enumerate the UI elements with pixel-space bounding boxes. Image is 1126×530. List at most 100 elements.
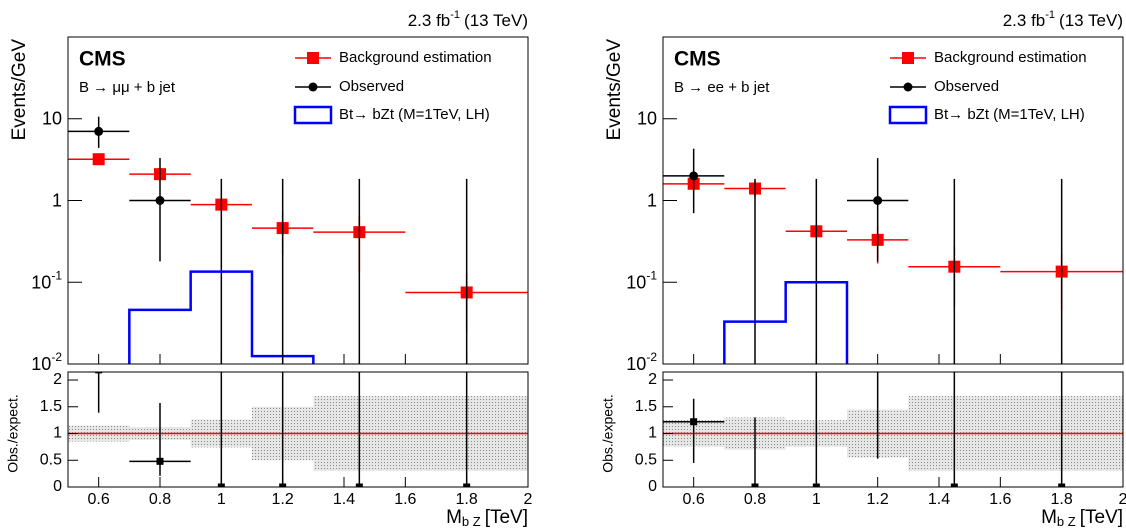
ratio-point	[874, 323, 881, 330]
upper-plot-area	[68, 116, 528, 364]
legend-label: Observed	[934, 78, 999, 95]
x-tick-label: 1.6	[394, 491, 416, 508]
y-tick-base: 10	[31, 272, 51, 292]
x-tick-label: 2	[1119, 491, 1126, 508]
y-tick-exponent: -2	[51, 350, 62, 364]
upper-frame	[662, 36, 1124, 365]
x-title-sub: b Z	[1057, 514, 1076, 529]
channel-label: B → ee + b jet	[674, 79, 770, 96]
lumi-exponent: -1	[450, 9, 460, 21]
y-tick-label: 0	[648, 478, 657, 495]
y-tick-label: 10-1	[31, 268, 62, 292]
x-tick-label: 2	[524, 491, 533, 508]
observed-point	[689, 171, 699, 181]
y-tick-label: 10-2	[626, 350, 657, 374]
lumi-exponent: -1	[1045, 9, 1055, 21]
x-title-sub: b Z	[462, 514, 481, 529]
x-tick-label: 1.4	[928, 491, 950, 508]
upper-plot-area	[663, 148, 1123, 364]
y-tick-exponent: -2	[646, 350, 657, 364]
x-tick-label: 1.8	[456, 491, 478, 508]
legend-marker	[307, 52, 319, 64]
ratio-point	[950, 483, 958, 487]
y-tick-base: 10	[626, 272, 646, 292]
x-axis-title: Mb Z [TeV]	[446, 507, 528, 529]
ratio-y-axis-title: Obs./expect.	[5, 394, 21, 473]
legend-marker	[888, 105, 928, 125]
lumi: 2.3 fb	[408, 11, 451, 30]
ratio-point	[156, 457, 164, 465]
legend-label: Bt→ bZt (M=1TeV, LH)	[934, 106, 1085, 123]
background-point	[92, 153, 105, 166]
energy: (13 TeV)	[1059, 11, 1123, 30]
observed-point	[873, 196, 883, 205]
signal-histogram	[128, 270, 315, 364]
ratio-plot-area	[68, 372, 528, 487]
y-tick-label: 10-2	[31, 350, 62, 374]
x-title-unit: [TeV]	[485, 507, 528, 528]
observed-point	[155, 196, 165, 205]
x-tick-label: 0.8	[149, 491, 171, 508]
x-title-main: M	[446, 507, 462, 528]
upper-frame	[67, 36, 529, 365]
x-tick-label: 1.2	[272, 491, 294, 508]
y-tick-base: 10	[31, 354, 51, 374]
observed-point	[94, 126, 104, 136]
x-title-main: M	[1041, 507, 1057, 528]
x-tick-label: 1.2	[867, 491, 889, 508]
y-tick-label: 10-1	[626, 268, 657, 292]
legend-label: Observed	[339, 78, 404, 95]
lumi: 2.3 fb	[1003, 11, 1046, 30]
ratio-point	[690, 418, 698, 426]
x-tick-label: 1.8	[1051, 491, 1073, 508]
experiment-label: CMS	[674, 48, 721, 71]
y-axis-title: Events/GeV	[604, 39, 625, 141]
x-title-unit: [TeV]	[1080, 507, 1123, 528]
x-tick-label: 0.6	[683, 491, 705, 508]
y-tick-label: 0	[53, 478, 62, 495]
y-tick-label: 1.5	[40, 398, 62, 415]
legend-label: Bt→ bZt (M=1TeV, LH)	[339, 106, 490, 123]
signal-histogram	[723, 281, 849, 364]
y-tick-label: 1	[648, 425, 657, 442]
y-tick-label: 0.5	[40, 451, 62, 468]
y-tick-exponent: -1	[51, 268, 62, 282]
x-axis-title: Mb Z [TeV]	[1041, 507, 1123, 529]
header: 2.3 fb-1 (13 TeV)	[408, 9, 528, 31]
y-tick-label: 0.5	[635, 451, 657, 468]
y-tick-label: 1	[53, 425, 62, 442]
legend-marker	[308, 82, 318, 92]
y-tick-label: 2	[648, 371, 657, 388]
y-axis-title: Events/GeV	[9, 39, 30, 141]
y-tick-exponent: -1	[646, 268, 657, 282]
y-tick-label: 2	[53, 371, 62, 388]
x-tick-label: 1	[812, 491, 821, 508]
legend-marker	[293, 105, 333, 125]
ratio-point	[355, 483, 363, 487]
ratio-frame	[67, 371, 529, 488]
ratio-y-axis-title: Obs./expect.	[600, 394, 616, 473]
y-tick-label: 1	[52, 190, 62, 210]
x-tick-label: 1	[217, 491, 226, 508]
ratio-frame	[662, 371, 1124, 488]
legend-marker	[903, 82, 913, 92]
ratio-point	[95, 372, 103, 374]
x-tick-label: 0.6	[88, 491, 110, 508]
ratio-plot-area	[663, 323, 1123, 487]
legend-label: Background estimation	[339, 49, 492, 66]
x-tick-label: 0.8	[744, 491, 766, 508]
legend-label: Background estimation	[934, 49, 1087, 66]
y-tick-base: 10	[626, 354, 646, 374]
x-tick-label: 1.4	[333, 491, 355, 508]
x-tick-label: 1.6	[989, 491, 1011, 508]
legend-marker	[902, 52, 914, 64]
channel-label: B → μμ + b jet	[79, 79, 176, 96]
y-tick-label: 10	[42, 109, 62, 129]
header: 2.3 fb-1 (13 TeV)	[1003, 9, 1123, 31]
experiment-label: CMS	[79, 48, 126, 71]
energy: (13 TeV)	[464, 11, 528, 30]
y-tick-label: 1	[647, 190, 657, 210]
y-tick-label: 10	[637, 109, 657, 129]
y-tick-label: 1.5	[635, 398, 657, 415]
